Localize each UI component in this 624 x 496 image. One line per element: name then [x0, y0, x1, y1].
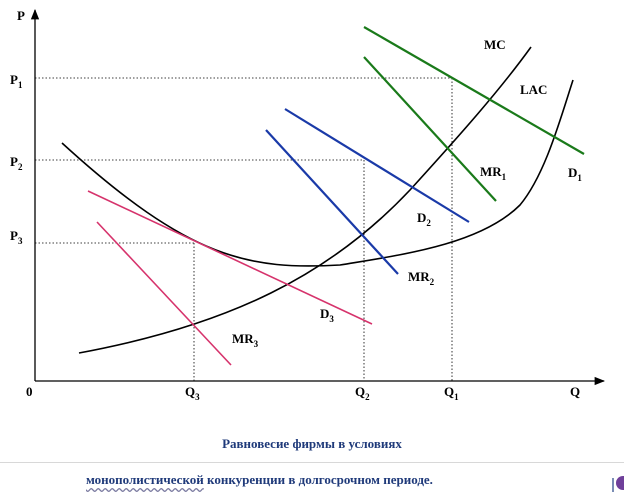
mc-curve: [78, 46, 532, 354]
q1-label: Q1: [444, 384, 459, 402]
caption-line-2-rest: конкуренции в долгосрочном периоде.: [203, 472, 433, 487]
divider: [0, 462, 624, 463]
p3-label: P3: [10, 228, 23, 246]
mr3-line: [96, 221, 232, 366]
mr2-label: MR2: [408, 269, 435, 287]
q-axis-label: Q: [570, 384, 580, 399]
q3-label: Q3: [185, 384, 200, 402]
p1-label: P1: [10, 72, 23, 90]
edge-indicator: [616, 476, 624, 490]
spellcheck-underlined-word: монополистической: [86, 472, 204, 487]
q2-label: Q2: [355, 384, 370, 402]
mr3-label: MR3: [232, 331, 259, 349]
d3-label: D3: [320, 306, 334, 324]
scroll-edge-mark: [612, 478, 614, 492]
mc-label: MC: [484, 37, 506, 52]
d3-line: [87, 190, 373, 325]
mr1-line: [363, 56, 497, 202]
mr1-label: MR1: [480, 164, 507, 182]
p2-label: P2: [10, 154, 23, 172]
origin-label: 0: [26, 384, 33, 399]
mr2-line: [265, 129, 399, 275]
d2-line: [284, 108, 470, 223]
d2-label: D2: [417, 210, 431, 228]
p-axis-label: P: [17, 8, 25, 23]
caption-line-2: монополистической конкуренции в долгосро…: [86, 472, 433, 488]
caption-line-1: Равновесие фирмы в условиях: [222, 436, 402, 451]
lac-label: LAC: [520, 82, 547, 97]
d1-line: [363, 26, 585, 155]
d1-label: D1: [568, 165, 582, 183]
